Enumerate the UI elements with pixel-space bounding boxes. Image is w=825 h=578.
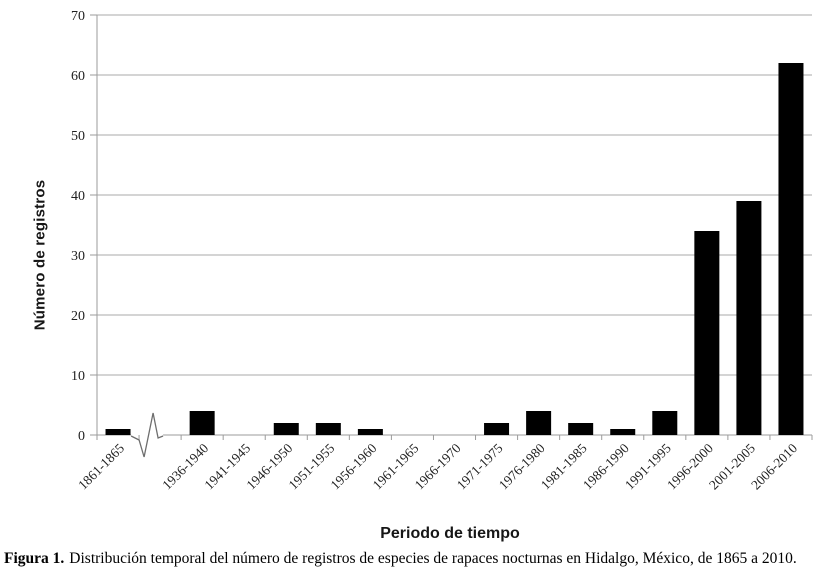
bar-1971-1975 bbox=[484, 423, 510, 435]
bar-1956-1960 bbox=[357, 429, 383, 435]
y-tick-label: 40 bbox=[71, 189, 85, 204]
records-bar-chart: 0 10 20 30 40 50 60 70 1861-1865 1936-1940 1941-19… bbox=[31, 9, 813, 542]
bar-1986-1990 bbox=[610, 429, 636, 435]
y-tick-label: 20 bbox=[71, 309, 85, 324]
x-tick-label: 1861-1865 bbox=[75, 440, 127, 492]
bar-1936-1940 bbox=[189, 411, 215, 435]
bar-1951-1955 bbox=[315, 423, 341, 435]
bar-1981-1985 bbox=[568, 423, 594, 435]
x-tick-label: 2006-2010 bbox=[748, 440, 800, 492]
bar-1946-1950 bbox=[273, 423, 299, 435]
figure-caption-text: Distribución temporal del número de regi… bbox=[69, 550, 797, 567]
bar-2006-2010 bbox=[778, 63, 804, 435]
y-tick-label: 30 bbox=[71, 249, 85, 264]
bar-1861-1865 bbox=[105, 429, 131, 435]
bar-1976-1980 bbox=[526, 411, 552, 435]
y-tick-label: 50 bbox=[71, 129, 85, 144]
bar-1991-1995 bbox=[652, 411, 678, 435]
y-axis-title: Número de registros bbox=[31, 179, 49, 331]
axis-break-icon bbox=[130, 412, 164, 458]
figure-caption-label: Figura 1. bbox=[4, 550, 65, 567]
x-axis-title: Periodo de tiempo bbox=[380, 525, 520, 542]
y-tick-label: 60 bbox=[71, 69, 85, 84]
y-tick-label: 10 bbox=[71, 369, 85, 384]
figure-caption: Figura 1. Distribución temporal del númer… bbox=[4, 549, 822, 568]
y-tick-label: 70 bbox=[71, 9, 85, 24]
bar-1996-2000 bbox=[694, 231, 720, 435]
bar-2001-2005 bbox=[736, 201, 762, 435]
y-tick-label: 0 bbox=[78, 429, 85, 444]
